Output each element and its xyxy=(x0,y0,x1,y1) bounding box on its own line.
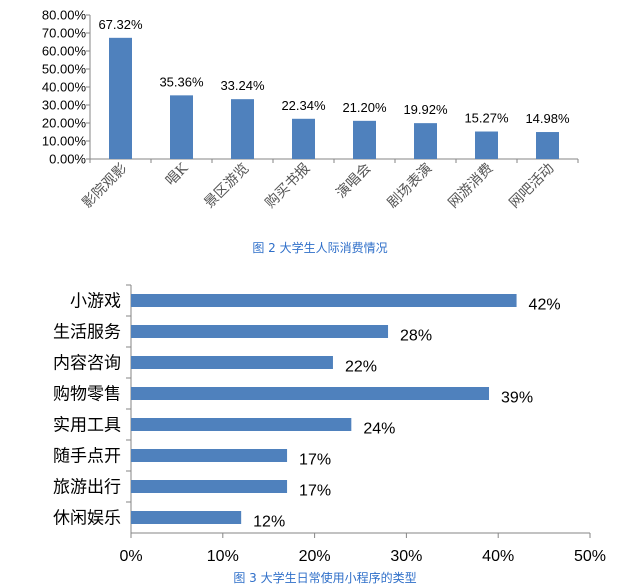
bar xyxy=(170,95,193,159)
data-label: 35.36% xyxy=(159,74,204,89)
x-category-label: 购买书报 xyxy=(262,161,313,212)
y-category-label: 休闲娱乐 xyxy=(53,509,121,529)
data-label: 15.27% xyxy=(464,111,509,126)
data-label: 24% xyxy=(363,421,395,438)
x-category-label: 演唱会 xyxy=(333,161,374,202)
x-category-label: 网游消费 xyxy=(445,161,496,212)
y-category-label: 旅游出行 xyxy=(53,478,121,498)
x-tick-label: 0% xyxy=(119,548,142,565)
bar xyxy=(475,131,498,159)
bar xyxy=(131,356,333,369)
x-category-label: 剧场表演 xyxy=(384,161,435,212)
bar xyxy=(131,511,242,524)
data-label: 17% xyxy=(299,452,331,469)
x-tick-label: 10% xyxy=(207,548,239,565)
bar xyxy=(131,294,517,307)
chart-2-caption: 图 3 大学生日常使用小程序的类型 xyxy=(233,570,416,585)
x-tick-label: 30% xyxy=(390,548,422,565)
y-category-label: 购物零售 xyxy=(53,385,121,405)
x-category-label: 唱K xyxy=(163,160,192,189)
bar xyxy=(131,387,490,400)
data-label: 42% xyxy=(529,297,561,314)
bar xyxy=(131,418,352,431)
y-tick-label: 0.00% xyxy=(49,152,86,167)
chart-1-caption: 图 2 大学生人际消费情况 xyxy=(252,240,387,255)
x-tick-label: 20% xyxy=(299,548,331,565)
chart-2: 0% 10% 20% 30% 40% 50% 42% 小游戏 28% 生活服务 22% 内容咨询 39%… xyxy=(53,284,606,565)
bar xyxy=(109,37,132,159)
x-tick-label: 40% xyxy=(482,548,514,565)
y-tick-label: 50.00% xyxy=(42,62,87,77)
bar xyxy=(414,123,437,159)
chart-1: 0.00% 10.00% 20.00% 30.00% 40.00% 50.00% 60.00… xyxy=(42,8,579,212)
data-label: 21.20% xyxy=(342,100,387,115)
bar xyxy=(131,449,288,462)
data-label: 12% xyxy=(253,514,285,531)
data-label: 22% xyxy=(345,359,377,376)
bar xyxy=(536,132,559,159)
y-tick-label: 60.00% xyxy=(42,44,87,59)
data-label: 33.24% xyxy=(220,78,265,93)
y-category-label: 随手点开 xyxy=(53,447,121,467)
x-category-label: 网吧活动 xyxy=(506,161,557,212)
y-category-label: 生活服务 xyxy=(53,323,121,343)
y-tick-label: 40.00% xyxy=(42,80,87,95)
data-label: 39% xyxy=(501,390,533,407)
bar xyxy=(353,120,376,159)
y-category-label: 小游戏 xyxy=(70,292,121,312)
data-label: 22.34% xyxy=(281,98,326,113)
y-category-label: 内容咨询 xyxy=(53,354,121,374)
x-category-label: 景区游览 xyxy=(201,161,252,212)
bar xyxy=(292,118,315,159)
data-label: 19.92% xyxy=(403,102,448,117)
y-tick-label: 20.00% xyxy=(42,116,87,131)
y-tick-label: 30.00% xyxy=(42,98,87,113)
data-label: 14.98% xyxy=(525,111,570,126)
bar xyxy=(131,480,288,493)
x-tick-label: 50% xyxy=(574,548,606,565)
y-category-label: 实用工具 xyxy=(53,416,121,436)
data-label: 28% xyxy=(400,328,432,345)
y-tick-label: 80.00% xyxy=(42,8,87,23)
x-category-label: 影院观影 xyxy=(79,161,130,212)
y-tick-label: 70.00% xyxy=(42,26,87,41)
data-label: 17% xyxy=(299,483,331,500)
bar xyxy=(131,325,389,338)
data-label: 67.32% xyxy=(98,17,143,32)
bar xyxy=(231,99,254,159)
y-tick-label: 10.00% xyxy=(42,134,87,149)
